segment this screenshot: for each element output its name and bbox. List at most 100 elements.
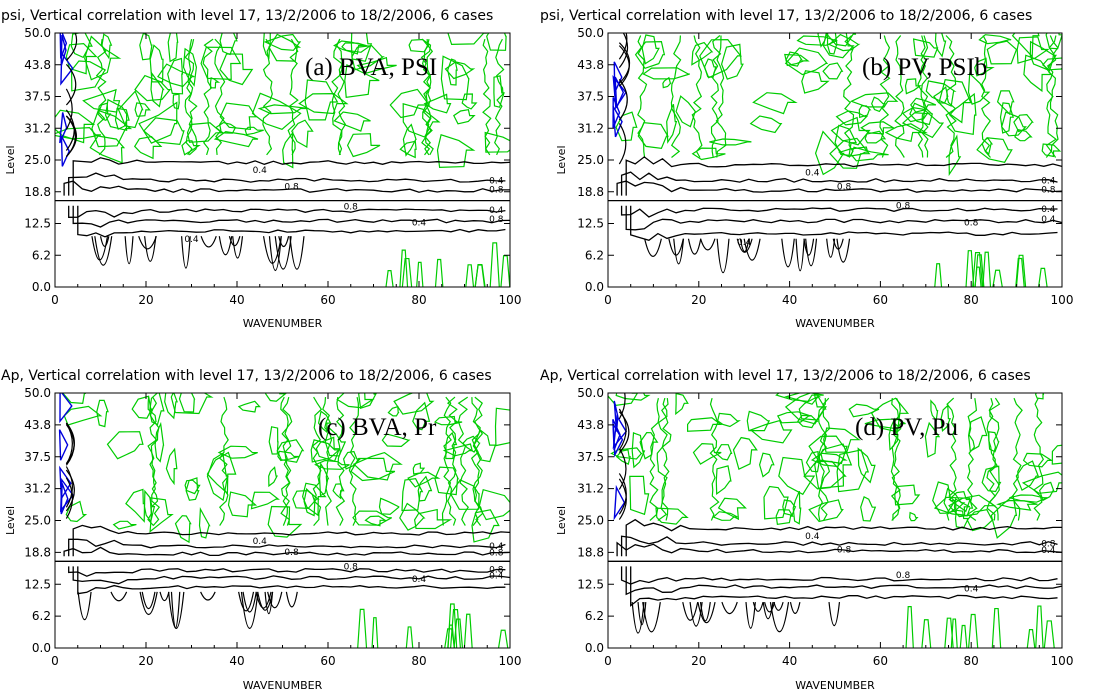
y-tick-label: 6.2: [32, 248, 51, 262]
green-contour: [981, 137, 994, 156]
green-contour: [986, 40, 1018, 65]
green-contour: [637, 121, 669, 150]
y-tick-label: 43.8: [24, 418, 51, 432]
green-contour: [608, 393, 639, 406]
black-contour: [769, 602, 790, 633]
black-contour: [94, 236, 113, 266]
green-contour: [134, 102, 151, 117]
green-contour: [185, 477, 200, 501]
green-contour: [1045, 35, 1057, 158]
panel-a: 0.40.80.40.80.80.40.40.80.40 20 40 60 80 1000…: [1, 8, 521, 330]
green-contour: [89, 135, 126, 164]
green-contour: [864, 418, 906, 430]
x-axis-label: WAVENUMBER: [243, 679, 323, 692]
green-contour: [465, 264, 475, 287]
green-contour: [982, 251, 992, 287]
y-tick-label: 12.5: [577, 577, 604, 591]
x-tick-label: 80: [411, 293, 426, 307]
green-contour: [991, 607, 1002, 648]
green-contour: [95, 39, 107, 156]
black-contour: [743, 238, 761, 261]
green-contour: [784, 393, 822, 405]
green-contour: [1015, 257, 1025, 287]
black-contour: [618, 33, 628, 60]
black-contour: [65, 115, 76, 158]
green-contour: [494, 38, 505, 156]
green-contour: [200, 46, 242, 81]
x-tick-label: 40: [782, 293, 797, 307]
green-contour: [202, 38, 214, 156]
blue-contour: [613, 400, 619, 432]
black-contour: [826, 238, 836, 258]
green-contour: [945, 92, 977, 136]
green-contour: [357, 608, 368, 648]
green-contour: [453, 618, 464, 648]
panel-tag: (a) BVA, PSI: [305, 54, 437, 81]
blue-contour: [60, 51, 74, 86]
green-contour: [615, 111, 638, 142]
green-contour: [966, 509, 995, 532]
chart-title: psi, Vertical correlation with level 17,…: [540, 8, 1032, 24]
black-contour: [257, 591, 274, 611]
green-contour: [125, 488, 146, 523]
green-contour: [484, 131, 510, 153]
green-contour: [399, 140, 417, 159]
green-contour: [782, 499, 797, 517]
green-contour: [930, 399, 939, 422]
green-contour: [822, 62, 844, 80]
green-contour: [131, 395, 153, 419]
green-contour: [282, 396, 293, 526]
x-tick-label: 40: [229, 654, 244, 668]
green-contour: [808, 435, 848, 465]
contour-label: 0.8: [896, 571, 911, 581]
black-contour: [65, 422, 75, 464]
green-contour: [265, 393, 287, 402]
correlation-contour: [63, 546, 510, 557]
green-contour: [732, 436, 758, 471]
green-contour: [752, 92, 798, 115]
correlation-contour: [620, 535, 1058, 557]
green-contour: [976, 137, 1013, 163]
green-contour: [1023, 54, 1053, 93]
green-contour: [717, 412, 741, 428]
green-contour: [149, 393, 165, 426]
y-tick-label: 18.8: [24, 185, 51, 199]
correlation-contour: [620, 205, 1058, 218]
green-contour: [988, 397, 1001, 521]
green-contour: [879, 35, 891, 158]
green-contour: [968, 613, 979, 648]
green-contour: [843, 35, 855, 158]
y-tick-label: 43.8: [577, 418, 604, 432]
correlation-contour: [616, 180, 1062, 196]
blue-contour: [58, 429, 69, 461]
green-contour: [909, 511, 919, 522]
green-contour: [834, 124, 858, 157]
green-contour: [888, 417, 899, 451]
black-contour: [274, 236, 292, 270]
black-contour: [267, 591, 283, 609]
correlation-contour: [72, 524, 510, 557]
green-contour: [996, 499, 1038, 511]
green-contour: [251, 92, 302, 130]
green-contour: [405, 626, 414, 648]
y-tick-label: 0.0: [585, 280, 604, 294]
green-contour: [351, 44, 385, 71]
green-contour: [335, 38, 347, 156]
green-contour: [184, 38, 195, 156]
green-contour: [401, 478, 424, 512]
green-contour: [934, 263, 943, 287]
green-contour: [494, 407, 510, 447]
green-contour: [364, 515, 388, 527]
black-contour: [762, 602, 774, 620]
green-contour: [154, 421, 165, 463]
contour-label: 0.4: [805, 169, 820, 179]
green-contour: [629, 475, 650, 516]
green-contour: [434, 466, 460, 496]
contour-label: 0.8: [284, 182, 299, 192]
green-contour: [447, 624, 455, 648]
green-contour: [346, 133, 381, 158]
green-contour: [219, 33, 238, 56]
green-contour: [666, 103, 678, 144]
green-contour: [65, 500, 88, 523]
